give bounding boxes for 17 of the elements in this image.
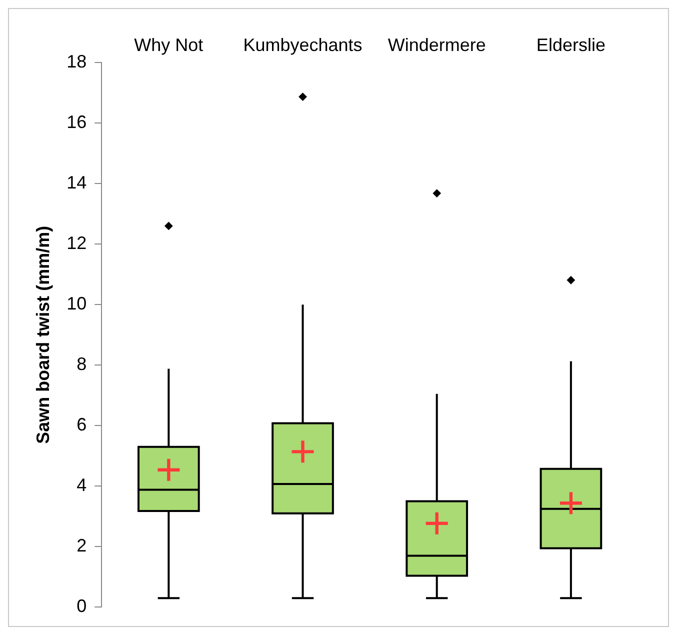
y-axis-title: Sawn board twist (mm/m): [32, 226, 53, 444]
x-tick-label: Elderslie: [536, 34, 606, 55]
y-tick-label: 18: [66, 52, 87, 72]
y-tick-label: 10: [66, 294, 87, 314]
y-tick-label: 6: [76, 414, 87, 435]
y-tick-label: 0: [76, 596, 87, 616]
point: [426, 512, 448, 534]
x-tick-label: Why Not: [134, 34, 204, 55]
y-tick-label: 12: [66, 233, 87, 254]
x-tick-label: Windermere: [388, 34, 486, 55]
y-tick-label: 14: [66, 172, 87, 193]
y-tick-label: 16: [66, 112, 87, 132]
point: [292, 440, 314, 463]
x-tick-label: Kumbyechants: [243, 34, 362, 55]
y-tick-label: 8: [76, 354, 87, 374]
y-tick-label: 4: [76, 475, 87, 496]
y-tick-label: 2: [76, 536, 87, 556]
